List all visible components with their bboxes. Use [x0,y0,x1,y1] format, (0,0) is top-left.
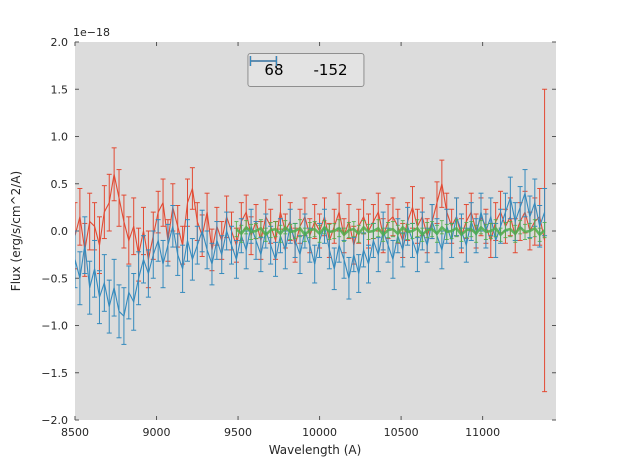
x-tick-label: 9000 [143,426,171,439]
legend-label-68: 68 [264,61,284,79]
y-tick-label: 0.0 [51,225,69,238]
y-tick-label: 0.5 [51,178,69,191]
series-line--152 [75,191,546,318]
legend-label--152: -152 [313,61,348,79]
series-reference-band [234,219,547,243]
y-tick-label: 1.5 [51,83,69,96]
x-axis-label: Wavelength (A) [268,443,362,457]
y-tick-label: 1.0 [51,131,69,144]
y-tick-label: −2.0 [41,414,68,427]
y-axis-label: Flux (erg/s/cm^2/A) [9,170,23,292]
x-tick-label: 9500 [224,426,252,439]
series-line-reference-band [235,225,546,237]
y-tick-label: −1.5 [41,367,68,380]
x-tick-label: 11000 [465,426,500,439]
y-tick-label: −0.5 [41,272,68,285]
y-axis-offset-label: 1e−18 [73,26,110,39]
y-tick-label: −1.0 [41,320,68,333]
x-tick-label: 10000 [302,426,337,439]
x-tick-label: 10500 [384,426,419,439]
x-tick-label: 8500 [61,426,89,439]
y-tick-label: 2.0 [51,36,69,49]
errorbar-handle-blue-icon [249,56,278,66]
legend-entry--152: -152 [249,56,348,79]
legend: 68 -152 [247,53,365,87]
